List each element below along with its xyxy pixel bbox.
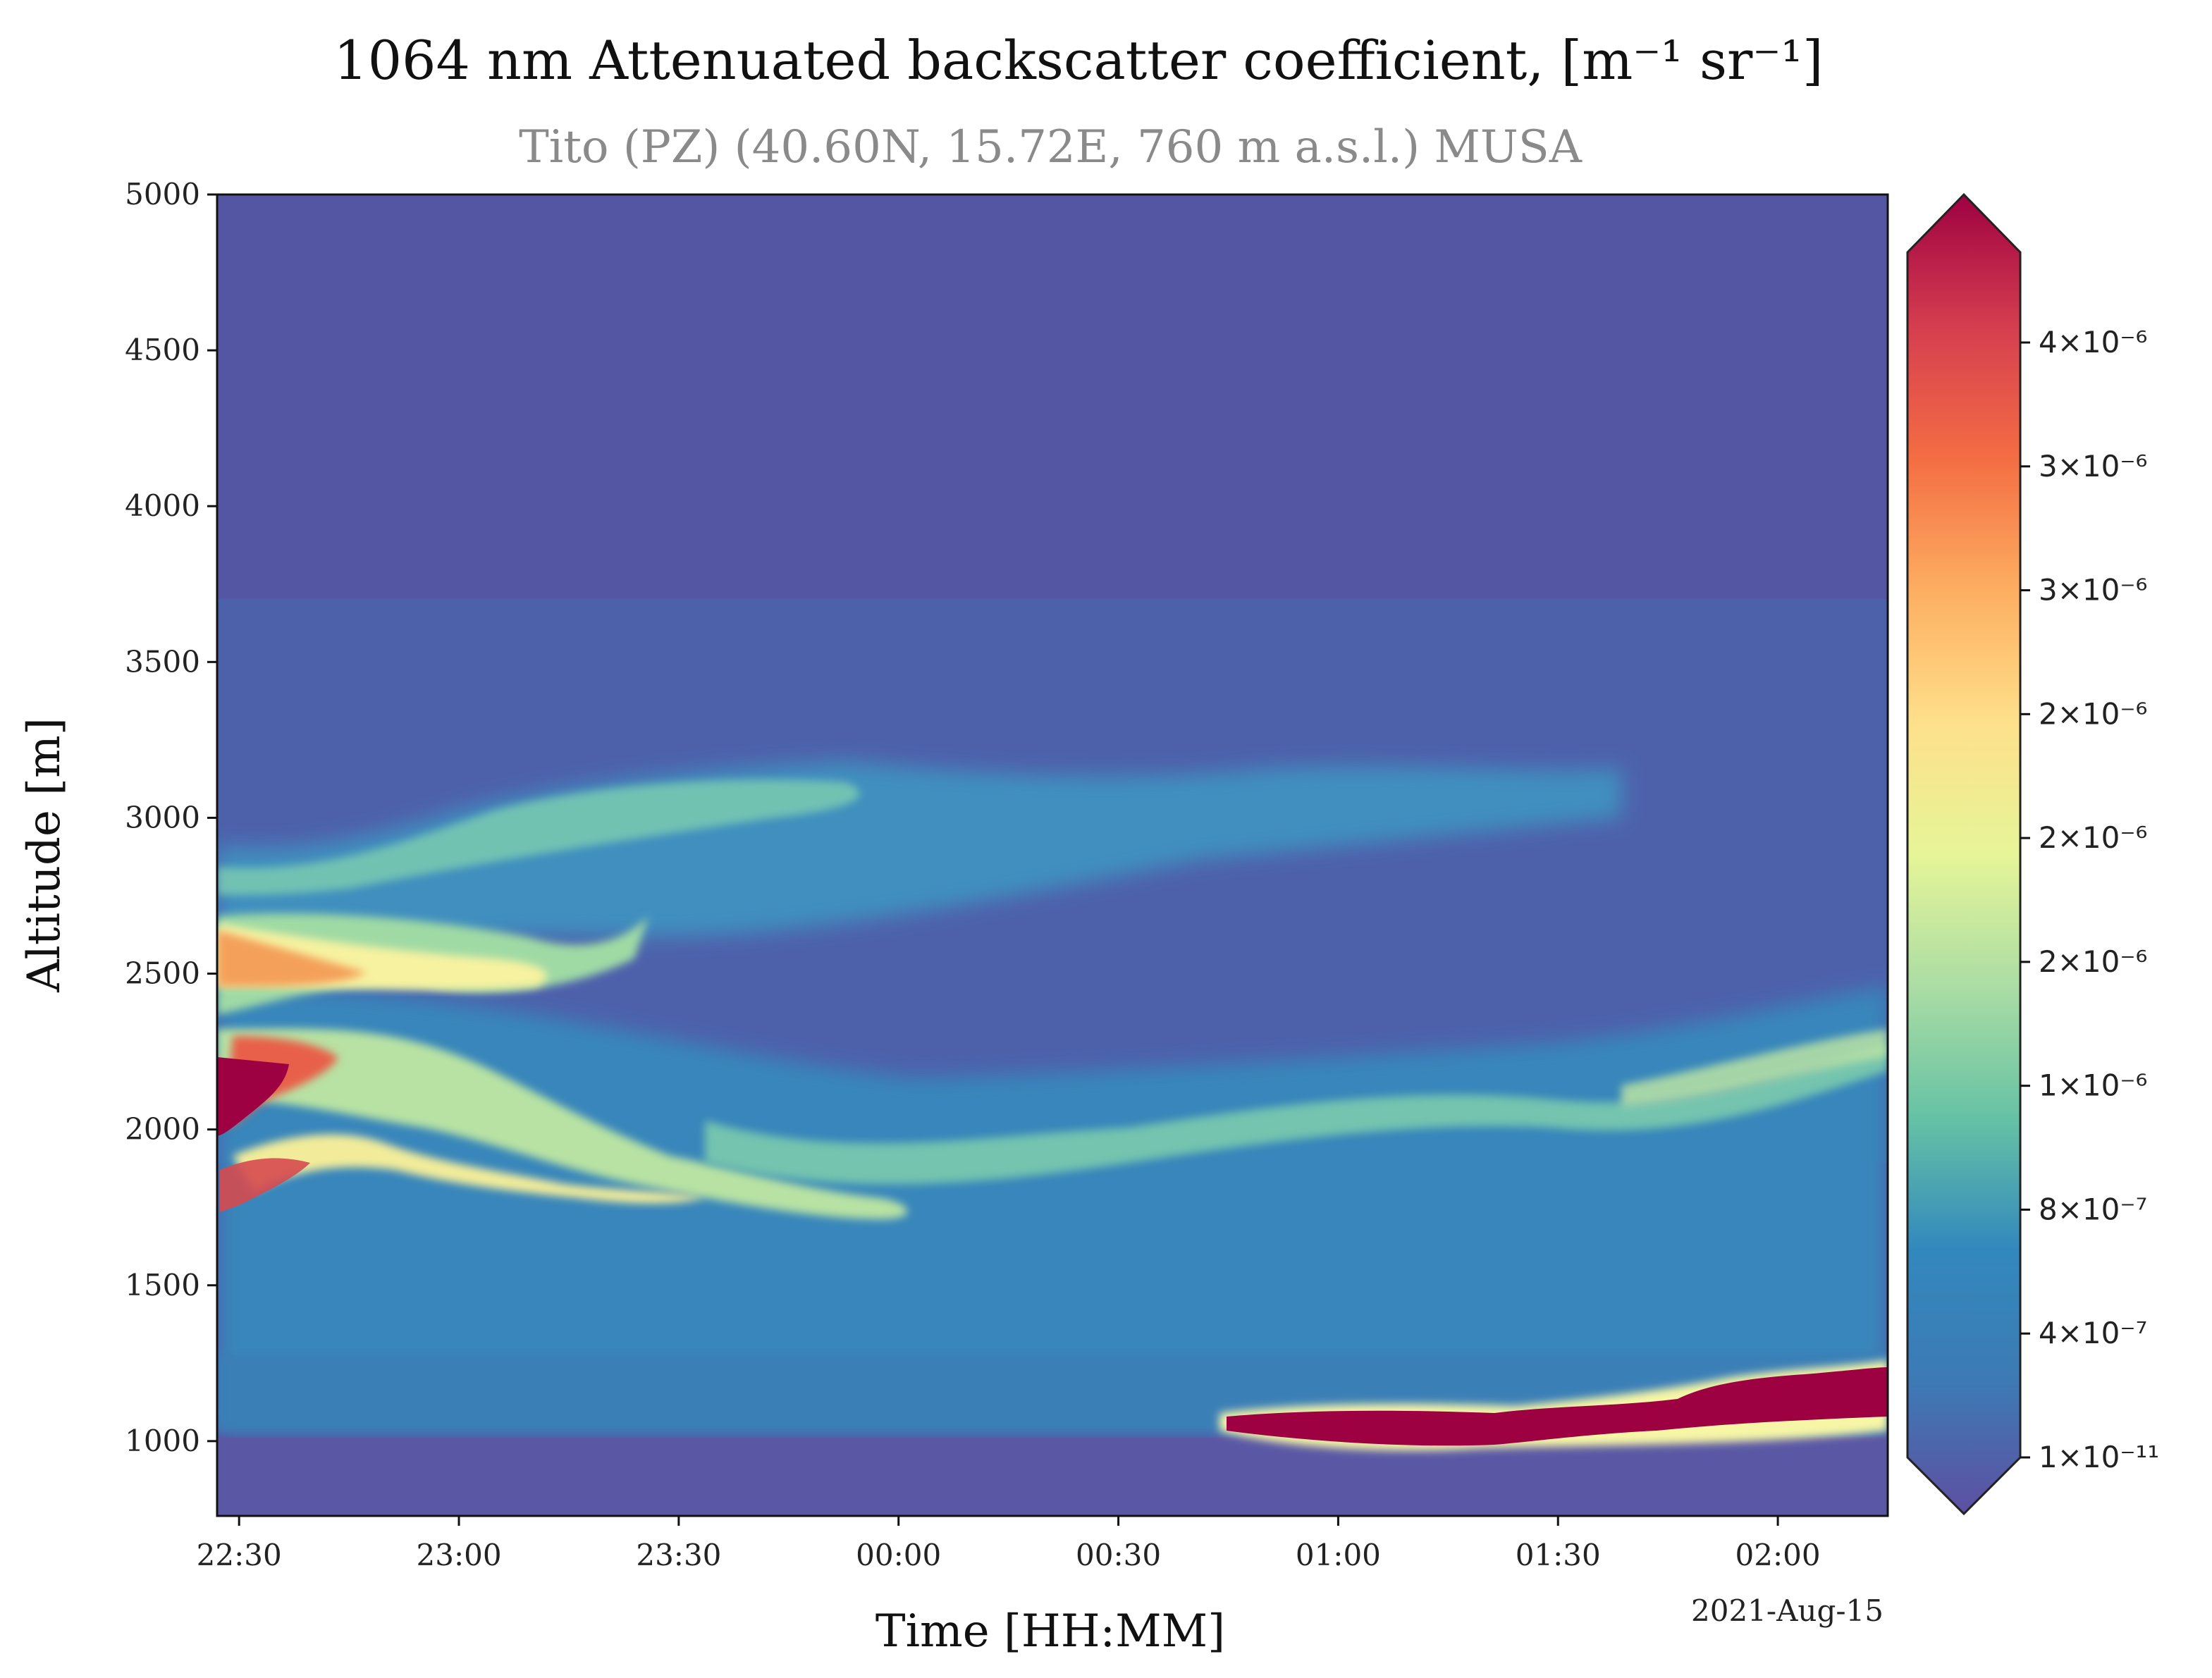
colorbar-tick-label: 8×10⁻⁷	[2039, 1192, 2147, 1226]
y-tick-label: 3000	[125, 800, 200, 834]
chart-subtitle: Tito (PZ) (40.60N, 15.72E, 760 m a.s.l.)…	[519, 121, 1583, 173]
colorbar	[1906, 192, 2022, 1516]
y-tick-label: 2000	[125, 1112, 200, 1147]
strong-layer-lower-band	[217, 1028, 908, 1219]
mid-right-filament	[705, 1043, 1888, 1185]
colorbar-tick-label: 2×10⁻⁶	[2039, 820, 2147, 855]
y-tick-label: 4000	[125, 488, 200, 523]
lower-filament-yellow	[233, 1134, 705, 1204]
y-tick-label: 3500	[125, 644, 200, 679]
colorbar-ticks: 1×10⁻¹¹ 4×10⁻⁷ 8×10⁻⁷ 1×10⁻⁶ 2×10⁻⁶ 2×10⁻⁶ 2×1…	[2020, 325, 2159, 1474]
y-tick-label: 1000	[125, 1424, 200, 1458]
x-tick-label: 23:00	[417, 1538, 502, 1572]
strong-layer-orange	[217, 930, 367, 987]
x-tick-label: 01:00	[1296, 1538, 1381, 1572]
chart-title: 1064 nm Attenuated backscatter coefficie…	[333, 29, 1823, 92]
lower-filament-red	[220, 1158, 310, 1212]
x-tick-label: 00:00	[856, 1538, 941, 1572]
upper-layer-highlight	[217, 779, 860, 895]
colorbar-tick-label: 3×10⁻⁶	[2039, 573, 2147, 607]
y-tick-label: 2500	[125, 956, 200, 991]
y-axis-label: Altitude [m]	[18, 717, 70, 993]
x-tick-label: 23:30	[636, 1538, 721, 1572]
colorbar-tick-label: 1×10⁻¹¹	[2039, 1440, 2159, 1474]
colorbar-tick-label: 2×10⁻⁶	[2039, 944, 2147, 979]
colorbar-tick-label: 2×10⁻⁶	[2039, 696, 2147, 731]
y-tick-label: 4500	[125, 333, 200, 367]
heatmap-plot-area	[217, 195, 1888, 1516]
low-cloud-core	[1227, 1367, 1888, 1446]
colorbar-tick-label: 3×10⁻⁶	[2039, 449, 2147, 483]
near-surface	[217, 1438, 1888, 1516]
colorbar-tick-label: 4×10⁻⁷	[2039, 1316, 2147, 1350]
y-axis-ticks: 1000 1500 2000 2500 3000 3500 4000 4500 5000	[125, 177, 217, 1458]
colorbar-body	[1906, 192, 2022, 1516]
x-tick-label: 02:00	[1735, 1538, 1821, 1572]
x-tick-label: 00:30	[1076, 1538, 1161, 1572]
date-label: 2021-Aug-15	[1691, 1593, 1884, 1628]
x-axis-label: Time [HH:MM]	[875, 1605, 1225, 1658]
colorbar-tick-label: 1×10⁻⁶	[2039, 1068, 2147, 1103]
plot-frame	[216, 193, 1889, 1517]
y-tick-label: 5000	[125, 177, 200, 211]
x-tick-label: 22:30	[197, 1538, 282, 1572]
x-axis-ticks: 22:30 23:00 23:30 00:00 00:30 01:00 01:30 02:00	[197, 1516, 1821, 1572]
y-tick-label: 1500	[125, 1268, 200, 1302]
strong-layer-core	[217, 1057, 289, 1136]
x-tick-label: 01:30	[1516, 1538, 1601, 1572]
far-right-filament	[1621, 1029, 1888, 1106]
colorbar-tick-label: 4×10⁻⁶	[2039, 325, 2147, 359]
